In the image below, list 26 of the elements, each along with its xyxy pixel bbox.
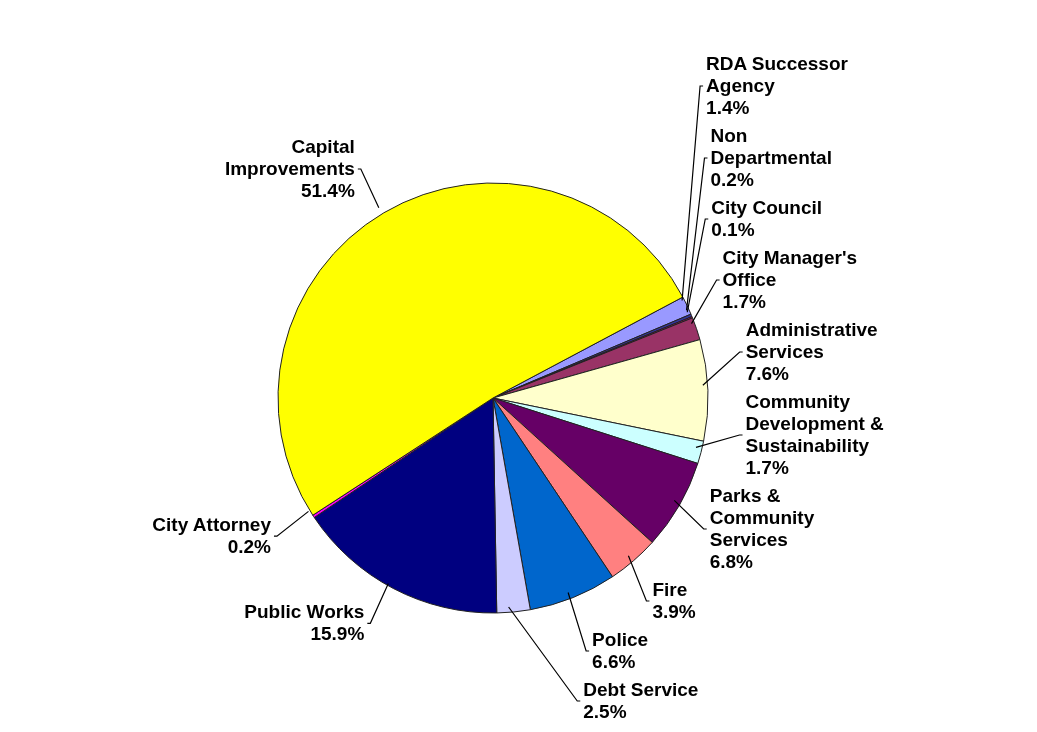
slice-label: City Manager's Office (722, 247, 857, 290)
slice-label: Parks & Community Services (709, 485, 815, 550)
slice-label: City Attorney (152, 514, 272, 536)
data-label: 1.4% (706, 97, 750, 118)
data-label: 15.9% (310, 623, 365, 645)
slice-label: Debt Service (583, 679, 699, 700)
slice-label: Public Works (244, 601, 365, 623)
slice-label: Administrative Services (745, 319, 878, 362)
data-label: 51.4% (300, 180, 355, 202)
data-label: 6.8% (709, 551, 754, 572)
slice-label: Capital Improvements (224, 136, 355, 180)
slice-label: RDA Successor Agency (706, 53, 849, 96)
slice-label: Community Development & Sustainability (745, 391, 885, 456)
data-label: 0.2% (227, 536, 272, 558)
slice-label: Police (592, 629, 649, 650)
data-label: 6.6% (592, 651, 636, 672)
data-label: 1.7% (722, 291, 767, 312)
data-label: 7.6% (745, 363, 790, 384)
data-label: 3.9% (652, 601, 696, 622)
slice-label: Fire (652, 579, 688, 600)
data-label: 1.7% (745, 457, 789, 478)
data-label: 2.5% (583, 701, 627, 722)
slice-label: Non Departmental (710, 125, 832, 168)
slice-label: City Council (711, 197, 823, 218)
data-label: 0.1% (711, 219, 755, 240)
data-label: 0.2% (710, 169, 754, 190)
